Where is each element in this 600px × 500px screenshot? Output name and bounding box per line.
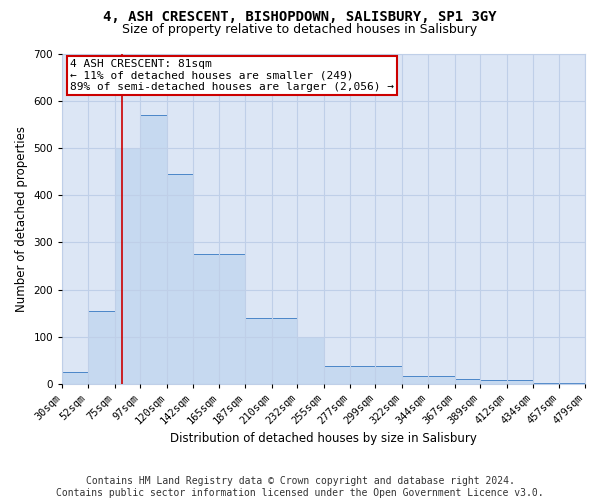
Bar — [298, 336, 324, 384]
Bar — [402, 376, 428, 384]
Bar — [167, 174, 193, 384]
Bar — [115, 148, 140, 384]
Text: 4, ASH CRESCENT, BISHOPDOWN, SALISBURY, SP1 3GY: 4, ASH CRESCENT, BISHOPDOWN, SALISBURY, … — [103, 10, 497, 24]
Bar — [428, 376, 455, 384]
Bar — [480, 380, 507, 384]
Text: Contains HM Land Registry data © Crown copyright and database right 2024.
Contai: Contains HM Land Registry data © Crown c… — [56, 476, 544, 498]
Bar — [507, 380, 533, 384]
Bar — [140, 116, 167, 384]
Text: Size of property relative to detached houses in Salisbury: Size of property relative to detached ho… — [122, 22, 478, 36]
Bar — [245, 318, 272, 384]
Bar — [193, 254, 220, 384]
Bar — [88, 311, 115, 384]
Bar — [62, 372, 88, 384]
X-axis label: Distribution of detached houses by size in Salisbury: Distribution of detached houses by size … — [170, 432, 477, 445]
Text: 4 ASH CRESCENT: 81sqm
← 11% of detached houses are smaller (249)
89% of semi-det: 4 ASH CRESCENT: 81sqm ← 11% of detached … — [70, 59, 394, 92]
Bar — [455, 379, 480, 384]
Bar — [272, 318, 298, 384]
Y-axis label: Number of detached properties: Number of detached properties — [15, 126, 28, 312]
Bar — [559, 383, 585, 384]
Bar — [585, 381, 600, 384]
Bar — [220, 254, 245, 384]
Bar — [376, 366, 402, 384]
Bar — [350, 366, 376, 384]
Bar — [324, 366, 350, 384]
Bar — [533, 383, 559, 384]
